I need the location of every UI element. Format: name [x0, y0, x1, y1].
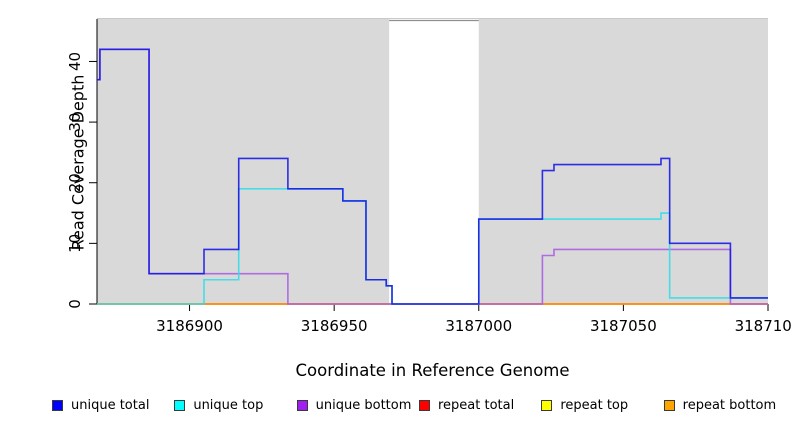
x-tick-label: 3186900: [156, 317, 223, 335]
legend-label: repeat total: [438, 398, 515, 413]
legend-swatch-unique-bottom: [296, 400, 308, 411]
legend-item-unique-top: unique top: [174, 398, 296, 413]
x-tick-label: 3187050: [590, 317, 657, 335]
legend-label: unique top: [193, 398, 264, 413]
legend-item-unique-bottom: unique bottom: [296, 398, 419, 413]
y-axis-title: Read Coverage Depth: [68, 74, 88, 251]
shaded-region: [478, 19, 768, 304]
y-tick-label: 0: [66, 299, 84, 309]
legend-swatch-repeat-total: [419, 400, 430, 411]
legend-label: unique bottom: [315, 398, 412, 413]
legend: unique total unique top unique bottom repea…: [52, 398, 786, 413]
legend-swatch-unique-total: [52, 400, 63, 411]
legend-item-repeat-total: repeat total: [419, 398, 541, 413]
x-tick-label: 3187000: [445, 317, 512, 335]
legend-swatch-repeat-top: [541, 400, 553, 411]
y-tick-label: 20: [66, 173, 84, 192]
legend-item-repeat-bottom: repeat bottom: [663, 398, 786, 413]
legend-swatch-unique-top: [174, 400, 186, 411]
legend-item-unique-total: unique total: [52, 398, 174, 413]
x-axis-title: Coordinate in Reference Genome: [295, 361, 570, 380]
legend-swatch-repeat-bottom: [663, 400, 675, 411]
series-line-unique-total: [97, 48, 768, 305]
x-tick-label: 3187100: [735, 317, 792, 335]
x-tick-label: 3186950: [301, 317, 368, 335]
legend-label: repeat bottom: [682, 398, 777, 413]
legend-label: repeat top: [560, 398, 629, 413]
legend-item-repeat-top: repeat top: [541, 398, 663, 413]
y-tick-label: 40: [66, 52, 84, 71]
legend-label: unique total: [71, 398, 150, 413]
y-tick-label: 30: [66, 113, 84, 132]
shaded-region: [97, 19, 390, 304]
y-tick-label: 10: [66, 234, 84, 253]
